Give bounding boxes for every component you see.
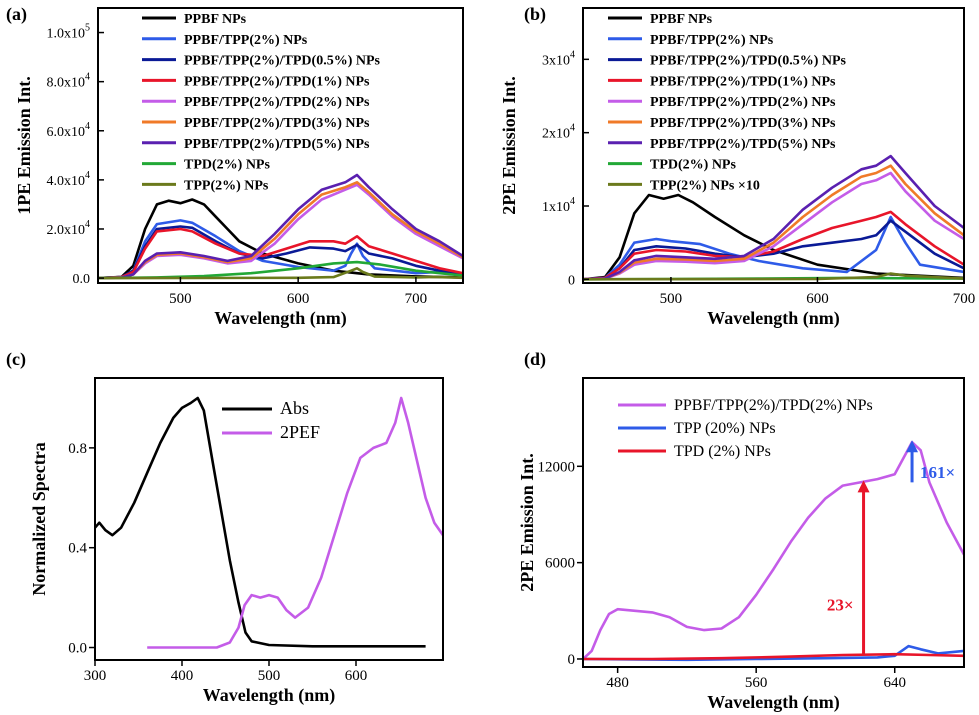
legend-entry: TPP(2%) NPs ×10: [650, 178, 760, 193]
series-line-1: [95, 396, 426, 648]
series-line-3: [583, 219, 964, 281]
y-tick-label: 2x104: [542, 123, 575, 142]
series-line-4: [98, 227, 463, 280]
panel-label: (c): [6, 349, 26, 370]
annotation-arrowhead: [906, 440, 919, 453]
legend-entry: PPBF/TPP(2%)/TPD(1%) NPs: [650, 74, 836, 89]
series-line-7: [98, 173, 463, 280]
x-tick-label: 560: [745, 675, 768, 691]
x-tick-label: 700: [953, 291, 976, 307]
series-line-1: [583, 440, 964, 660]
legend-entry: PPBF/TPP(2%)/TPD(0.5%) NPs: [184, 54, 381, 69]
legend-entry: TPP(2%) NPs: [184, 178, 269, 193]
x-tick-label: 600: [345, 668, 368, 684]
legend-entry: PPBF/TPP(2%) NPs: [184, 33, 308, 48]
x-axis-label: Wavelength (nm): [214, 308, 347, 329]
annotation-arrowhead: [857, 480, 870, 493]
legend-entry: PPBF/TPP(2%)/TPD(0.5%) NPs: [650, 54, 847, 69]
y-axis-label: Normalized Spectra: [29, 442, 49, 595]
legend-entry: PPBF NPs: [650, 12, 713, 27]
y-tick-label: 6000: [545, 556, 575, 572]
series-line-3: [583, 652, 964, 661]
legend-entry: PPBF/TPP(2%)/TPD(5%) NPs: [650, 137, 836, 152]
x-tick-label: 700: [405, 291, 428, 307]
panel-label: (a): [6, 4, 27, 25]
plot-frame: [582, 7, 965, 284]
series-line-5: [583, 171, 964, 281]
series-line-4: [583, 210, 964, 281]
y-tick-label: 6.0x104: [47, 121, 91, 140]
panel-label: (b): [524, 4, 546, 25]
legend-entry: TPD (2%) NPs: [674, 443, 771, 460]
x-tick-label: 500: [660, 291, 683, 307]
x-axis-label: Wavelength (nm): [707, 692, 840, 713]
plot-frame: [94, 377, 444, 661]
plot-frame: [582, 377, 965, 668]
x-tick-label: 600: [287, 291, 310, 307]
x-tick-label: 500: [258, 668, 281, 684]
panel-label: (d): [524, 349, 546, 370]
legend-entry: TPD(2%) NPs: [184, 158, 270, 173]
series-line-1: [98, 198, 463, 280]
panel-d: 480 560 640 0 6000 12000 Wavelength (nm) 2PE Em…: [517, 349, 965, 713]
plot-frame: [97, 7, 464, 284]
series-line-9: [98, 267, 463, 280]
x-tick-label: 400: [171, 668, 194, 684]
legend-entry: PPBF/TPP(2%)/TPD(5%) NPs: [184, 137, 370, 152]
x-tick-label: 500: [169, 291, 192, 307]
x-tick-label: 640: [883, 675, 906, 691]
legend-entry: TPD(2%) NPs: [650, 158, 736, 173]
y-tick-label: 1.0x105: [47, 23, 91, 42]
x-tick-label: 600: [806, 291, 829, 307]
series-line-3: [98, 225, 463, 280]
legend-entry: PPBF/TPP(2%)/TPD(3%) NPs: [650, 116, 836, 131]
legend-entry: PPBF/TPP(2%)/TPD(3%) NPs: [184, 116, 370, 131]
y-axis-label: 2PE Emission Int.: [517, 453, 537, 592]
annotation-label: 161×: [920, 463, 955, 482]
y-tick-label: 3x104: [542, 49, 575, 68]
y-tick-label: 0: [568, 273, 575, 288]
series-line-9: [583, 272, 964, 281]
y-tick-label: 0: [568, 652, 576, 668]
series-line-2: [98, 219, 463, 280]
legend-entry: PPBF/TPP(2%)/TPD(2%) NPs: [674, 397, 873, 414]
legend-entry: Abs: [280, 398, 309, 418]
panel-c: 300 400 500 600 0.0 0.4 0.8 Wavelength (nm) Norm…: [6, 349, 444, 706]
y-axis-label: 2PE Emission Int.: [499, 76, 519, 215]
y-tick-label: 0.4: [68, 541, 87, 557]
legend-entry: PPBF/TPP(2%) NPs: [650, 33, 774, 48]
series-line-6: [583, 164, 964, 281]
y-tick-label: 4.0x104: [47, 170, 91, 189]
annotation-label: 23×: [827, 595, 854, 614]
legend-entry: PPBF NPs: [184, 12, 247, 27]
panel-a: 500 600 700 0.0 2.0x104 4.0x104 6.0x104 8.0x104…: [6, 4, 464, 329]
y-tick-label: 0.0: [73, 272, 91, 287]
legend-entry: PPBF/TPP(2%)/TPD(2%) NPs: [184, 95, 370, 110]
series-line-7: [583, 154, 964, 281]
legend-entry: 2PEF: [280, 422, 320, 442]
series-line-1: [583, 193, 964, 281]
y-tick-label: 12000: [538, 459, 576, 475]
y-tick-label: 1x104: [542, 196, 575, 215]
legend-entry: PPBF/TPP(2%)/TPD(2%) NPs: [650, 95, 836, 110]
panel-b: 500 600 700 0 1x104 2x104 3x104 Wavelength (nm)…: [499, 4, 975, 329]
x-tick-label: 300: [84, 668, 107, 684]
y-tick-label: 0.8: [68, 441, 87, 457]
x-axis-label: Wavelength (nm): [707, 308, 840, 329]
x-tick-label: 480: [606, 675, 629, 691]
legend-entry: TPP (20%) NPs: [674, 420, 776, 437]
x-axis-label: Wavelength (nm): [203, 685, 336, 706]
y-tick-label: 0.0: [68, 641, 87, 657]
y-axis-label: 1PE Emission Int.: [14, 76, 34, 215]
series-line-2: [147, 396, 443, 649]
y-tick-label: 8.0x104: [47, 72, 91, 91]
y-tick-label: 2.0x104: [47, 219, 91, 238]
legend-entry: PPBF/TPP(2%)/TPD(1%) NPs: [184, 74, 370, 89]
